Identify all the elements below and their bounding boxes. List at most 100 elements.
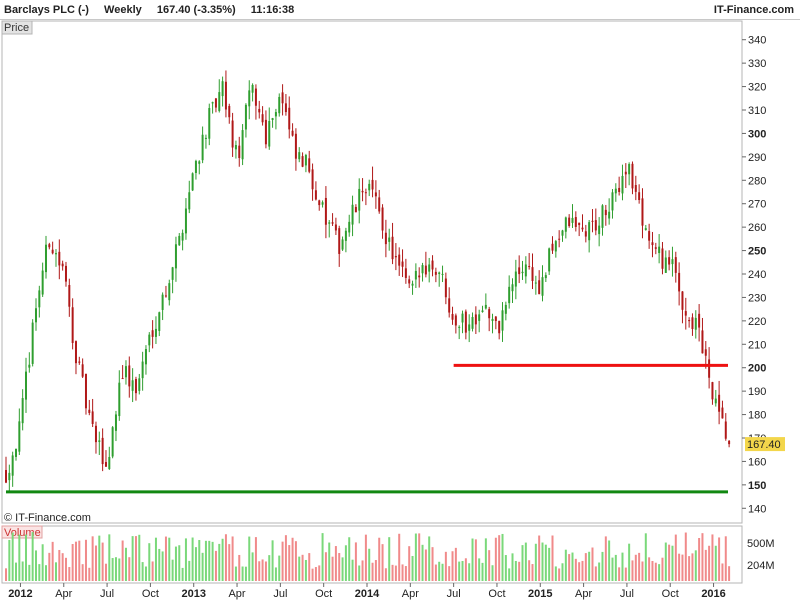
candle-body: [388, 237, 391, 242]
brand-label: IT-Finance.com: [713, 4, 794, 16]
candle-body: [321, 202, 324, 205]
candle-body: [221, 81, 224, 97]
candle-body: [98, 440, 101, 442]
volume-bar: [91, 536, 94, 581]
time-tick-label: Jul: [620, 588, 634, 600]
volume-bar: [184, 538, 187, 581]
candle-body: [254, 88, 257, 106]
volume-bar: [331, 556, 334, 581]
volume-bar: [414, 533, 417, 581]
volume-bar: [674, 534, 677, 581]
volume-bar: [141, 562, 144, 581]
volume-bar: [384, 568, 387, 581]
volume-bar: [688, 556, 691, 581]
candle-body: [154, 328, 157, 337]
volume-bar: [194, 547, 197, 581]
volume-bar: [504, 555, 507, 581]
candle-body: [148, 334, 151, 346]
price-tick-label: 290: [748, 152, 766, 164]
candle-body: [281, 92, 284, 104]
volume-bar: [488, 550, 491, 581]
candle-body: [431, 260, 434, 270]
volume-bar: [538, 535, 541, 581]
candle-body: [604, 209, 607, 216]
volume-bar: [498, 535, 501, 581]
last-price-label: 167.40: [747, 439, 781, 451]
volume-bar: [581, 560, 584, 581]
price-tick-label: 260: [748, 222, 766, 234]
candle-body: [348, 221, 351, 233]
volume-bar: [34, 550, 37, 581]
volume-bar: [501, 533, 504, 581]
volume-bar: [148, 543, 151, 581]
candle-body: [301, 156, 304, 167]
volume-bar: [664, 542, 667, 581]
time-tick-label: Apr: [402, 588, 419, 600]
volume-bar: [591, 547, 594, 581]
volume-bar: [284, 535, 287, 581]
candle-body: [554, 241, 557, 252]
volume-bar: [611, 557, 614, 581]
volume-bar: [241, 566, 244, 581]
volume-bar: [578, 562, 581, 581]
volume-bar: [344, 545, 347, 581]
volume-bar: [644, 533, 647, 581]
volume-bar: [424, 549, 427, 581]
candle-body: [704, 349, 707, 356]
candle-body: [264, 119, 267, 145]
volume-bar: [248, 536, 251, 581]
volume-bar: [44, 565, 47, 581]
candle-body: [291, 130, 294, 136]
candle-body: [528, 266, 531, 268]
candle-body: [328, 222, 331, 224]
volume-bar: [161, 551, 164, 581]
candle-body: [378, 197, 381, 212]
candle-body: [508, 286, 511, 304]
candle-body: [11, 455, 14, 476]
volume-bar: [354, 542, 357, 581]
candle-body: [64, 265, 67, 282]
candle-body: [191, 173, 194, 191]
volume-bar: [58, 549, 61, 581]
candle-body: [161, 294, 164, 310]
volume-bar: [508, 568, 511, 581]
candle-body: [651, 242, 654, 246]
candle-body: [404, 268, 407, 278]
volume-bar: [314, 567, 317, 581]
candle-body: [498, 320, 501, 334]
price-tick-label: 320: [748, 82, 766, 94]
volume-bar: [534, 543, 537, 581]
candle-body: [638, 192, 641, 201]
chart-header: Barclays PLC (-) Weekly 167.40 (-3.35%) …: [0, 0, 800, 20]
price-label-box: [1, 20, 33, 35]
time-tick-label: Oct: [488, 588, 505, 600]
candle-body: [661, 248, 664, 269]
volume-bar: [511, 553, 514, 581]
axes: 1401501601701801902002102202302402502602…: [8, 35, 785, 600]
volume-bar: [544, 544, 547, 581]
candle-body: [188, 192, 191, 210]
candle-body: [151, 330, 154, 337]
volume-bar: [671, 545, 674, 581]
candle-body: [234, 145, 237, 150]
volume-bar: [211, 541, 214, 581]
candle-body: [268, 120, 271, 147]
last-price-change: 167.40 (-3.35%): [156, 4, 236, 16]
candle-body: [598, 225, 601, 235]
volume-bar: [601, 551, 604, 581]
volume-bar: [708, 545, 711, 581]
volume-bar: [324, 552, 327, 581]
candle-body: [251, 84, 254, 93]
candle-body: [371, 179, 374, 190]
candle-body: [531, 267, 534, 281]
candle-body: [561, 230, 564, 236]
volume-tick-label: 204M: [747, 560, 775, 572]
candle-body: [414, 270, 417, 280]
time-tick-label: Jul: [273, 588, 287, 600]
candle-body: [544, 275, 547, 279]
candle-body: [514, 271, 517, 287]
volume-bar: [201, 552, 204, 581]
volume-bar: [701, 533, 704, 581]
candle-body: [304, 155, 307, 166]
